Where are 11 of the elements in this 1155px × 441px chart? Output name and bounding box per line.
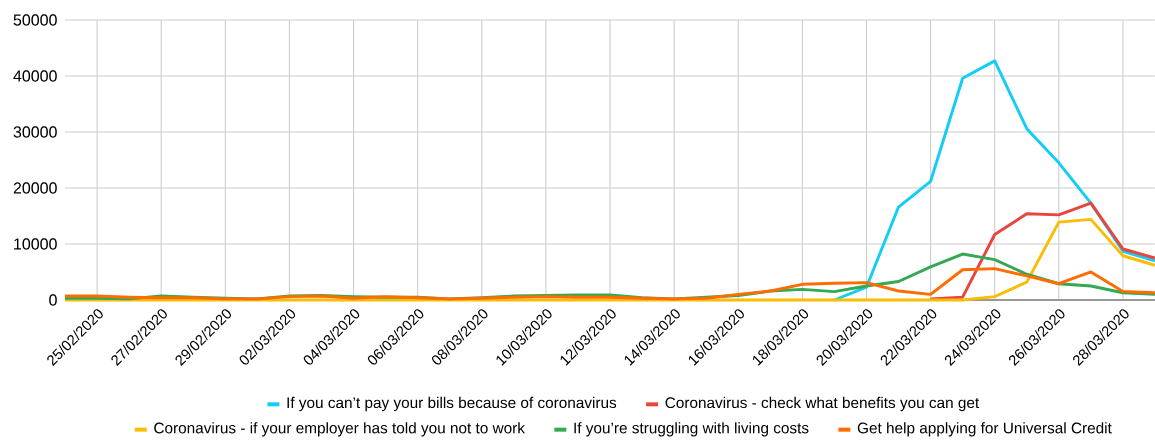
- y-tick-label: 10000: [14, 238, 57, 250]
- legend-label: If you’re struggling with living costs: [574, 422, 809, 437]
- legend-label: If you can’t pay your bills because of coronavirus: [287, 396, 617, 412]
- y-tick-label: 40000: [13, 70, 57, 82]
- y-tick-label: 50000: [13, 14, 57, 26]
- y-tick-label: 20000: [13, 182, 57, 194]
- legend-label: Coronavirus - check what benefits you can get: [665, 396, 980, 412]
- y-tick-label: 30000: [13, 126, 57, 138]
- y-tick-label: 0: [49, 294, 57, 306]
- legend-label: Get help applying for Universal Credit: [857, 422, 1112, 437]
- legend-label: Coronavirus - if your employer has told you not to work: [154, 422, 525, 437]
